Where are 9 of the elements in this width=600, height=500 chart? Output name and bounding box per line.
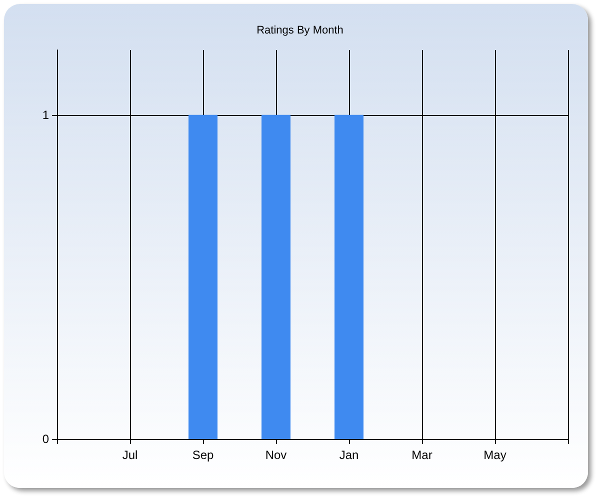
x-tick-label: Mar	[412, 448, 432, 462]
x-tick-label: Jul	[122, 448, 138, 462]
chart-title: Ratings By Month	[256, 24, 344, 36]
x-tick-label: Nov	[265, 448, 287, 462]
x-tick-label: Sep	[192, 448, 214, 462]
x-tick-label: Jan	[339, 448, 359, 462]
y-tick-label: 0	[42, 432, 50, 446]
y-tick-label: 1	[42, 108, 50, 122]
x-tick-label: May	[484, 448, 506, 462]
